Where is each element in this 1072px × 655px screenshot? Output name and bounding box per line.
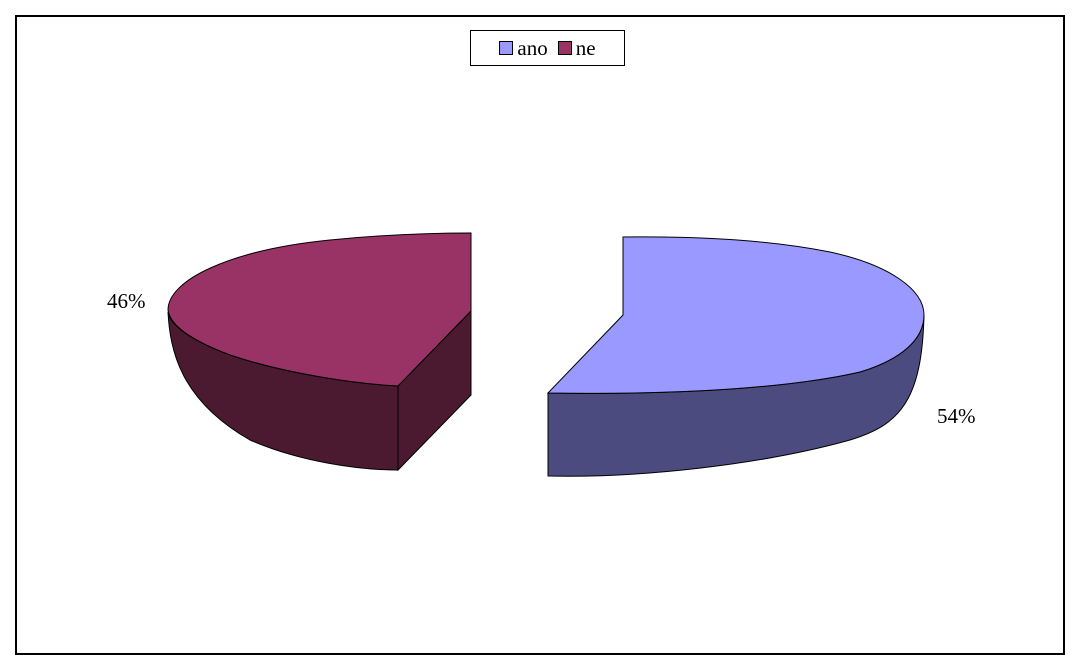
slice-ano-top [546,236,925,394]
slice-ne [167,232,472,472]
legend: ano ne [470,30,625,66]
legend-label-ano: ano [517,35,548,60]
legend-label-ne: ne [575,35,596,60]
slice-label-ne: 46% [107,289,146,313]
slice-label-ano: 54% [937,404,976,428]
legend-swatch-ano [499,41,514,55]
slice-ne-top [167,232,472,387]
legend-swatch-ne [557,41,572,55]
slice-ano [546,236,925,477]
legend-item-ne: ne [557,35,596,61]
pie-chart: 46% 54% [107,232,976,477]
legend-item-ano: ano [499,35,548,61]
